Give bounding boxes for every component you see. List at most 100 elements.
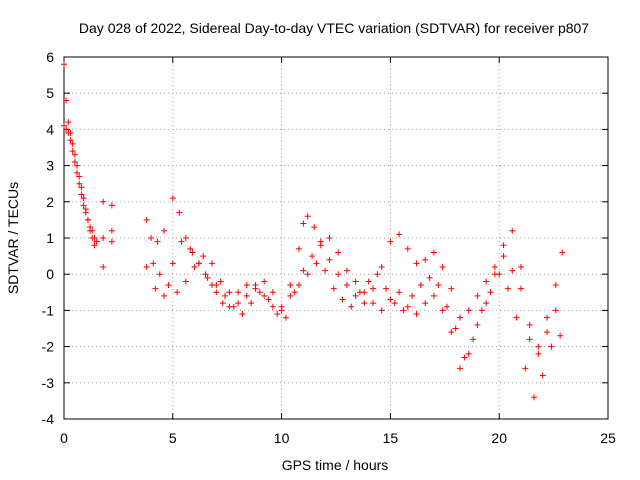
data-point [552, 307, 559, 314]
y-tick-label: -2 [42, 339, 55, 355]
data-point [202, 271, 209, 278]
data-point [100, 235, 107, 241]
data-point [63, 126, 70, 133]
data-point [322, 267, 329, 274]
data-point [500, 253, 507, 260]
x-tick-label: 10 [274, 430, 290, 446]
data-point [552, 282, 559, 289]
data-point [278, 303, 285, 310]
data-point [261, 292, 268, 299]
y-tick-label: -1 [42, 302, 55, 318]
data-point [74, 169, 81, 176]
data-point [448, 285, 455, 292]
data-point [67, 137, 74, 144]
data-point [443, 303, 450, 310]
data-point [89, 227, 96, 234]
data-point [391, 300, 398, 307]
data-point [195, 260, 202, 267]
data-point [208, 260, 215, 267]
data-point [291, 289, 298, 296]
data-point [161, 227, 168, 234]
data-point [61, 61, 67, 68]
data-point [461, 354, 468, 361]
data-point [465, 307, 472, 314]
data-point [343, 282, 350, 289]
data-point [243, 292, 250, 299]
data-point [143, 216, 150, 223]
data-point [76, 180, 83, 187]
data-point [87, 224, 94, 231]
data-point [535, 343, 542, 350]
data-point [413, 260, 420, 267]
data-point [82, 209, 89, 216]
data-point [526, 336, 533, 343]
data-point [269, 303, 276, 310]
data-point [256, 289, 263, 296]
data-point [239, 311, 246, 318]
data-points [61, 61, 566, 401]
data-point [200, 253, 207, 260]
data-point [65, 130, 72, 137]
x-tick-label: 20 [491, 430, 507, 446]
data-point [235, 300, 242, 307]
data-point [400, 307, 407, 314]
y-tick-label: 4 [46, 121, 54, 137]
data-point [76, 173, 83, 180]
y-tick-label: 5 [46, 85, 54, 101]
data-point [152, 285, 159, 292]
data-point [309, 253, 316, 260]
data-point [63, 97, 70, 104]
data-point [143, 263, 150, 270]
data-point [474, 321, 481, 328]
data-point [91, 242, 98, 249]
data-point [156, 271, 163, 278]
data-point [217, 278, 224, 285]
data-point [378, 263, 385, 270]
data-point [287, 282, 294, 289]
data-point [78, 191, 85, 198]
data-point [71, 158, 78, 165]
data-point [243, 282, 250, 289]
data-point [548, 343, 555, 350]
data-point [204, 274, 211, 281]
data-point [452, 325, 459, 332]
x-axis-label: GPS time / hours [282, 457, 389, 473]
data-point [365, 278, 372, 285]
data-point [422, 300, 429, 307]
y-tick-label: -3 [42, 375, 55, 391]
data-point [430, 249, 437, 256]
data-point [539, 372, 546, 379]
data-point [326, 256, 333, 263]
data-point [335, 271, 342, 278]
data-point [457, 365, 464, 372]
data-point [352, 278, 359, 285]
data-point [500, 242, 507, 249]
data-point [93, 238, 100, 245]
data-point [304, 271, 311, 278]
data-point [222, 292, 229, 299]
data-point [422, 256, 429, 263]
data-point [304, 213, 311, 220]
data-point [226, 289, 233, 296]
y-axis-label: SDTVAR / TECUs [5, 182, 21, 294]
data-point [248, 300, 255, 307]
data-point [478, 307, 485, 314]
data-point [176, 209, 183, 216]
data-point [448, 329, 455, 336]
data-point [78, 184, 85, 191]
data-point [343, 267, 350, 274]
x-tick-label: 5 [169, 430, 177, 446]
data-point [300, 220, 307, 227]
data-point [61, 122, 67, 129]
chart-title: Day 028 of 2022, Sidereal Day-to-day VTE… [79, 20, 589, 36]
data-point [108, 202, 115, 209]
data-point [439, 307, 446, 314]
data-point [487, 289, 494, 296]
data-point [189, 249, 196, 256]
data-point [148, 235, 155, 241]
data-point [100, 198, 107, 205]
y-tick-label: -4 [42, 411, 55, 427]
data-point [296, 245, 303, 252]
data-point [369, 285, 376, 292]
data-point [483, 278, 490, 285]
